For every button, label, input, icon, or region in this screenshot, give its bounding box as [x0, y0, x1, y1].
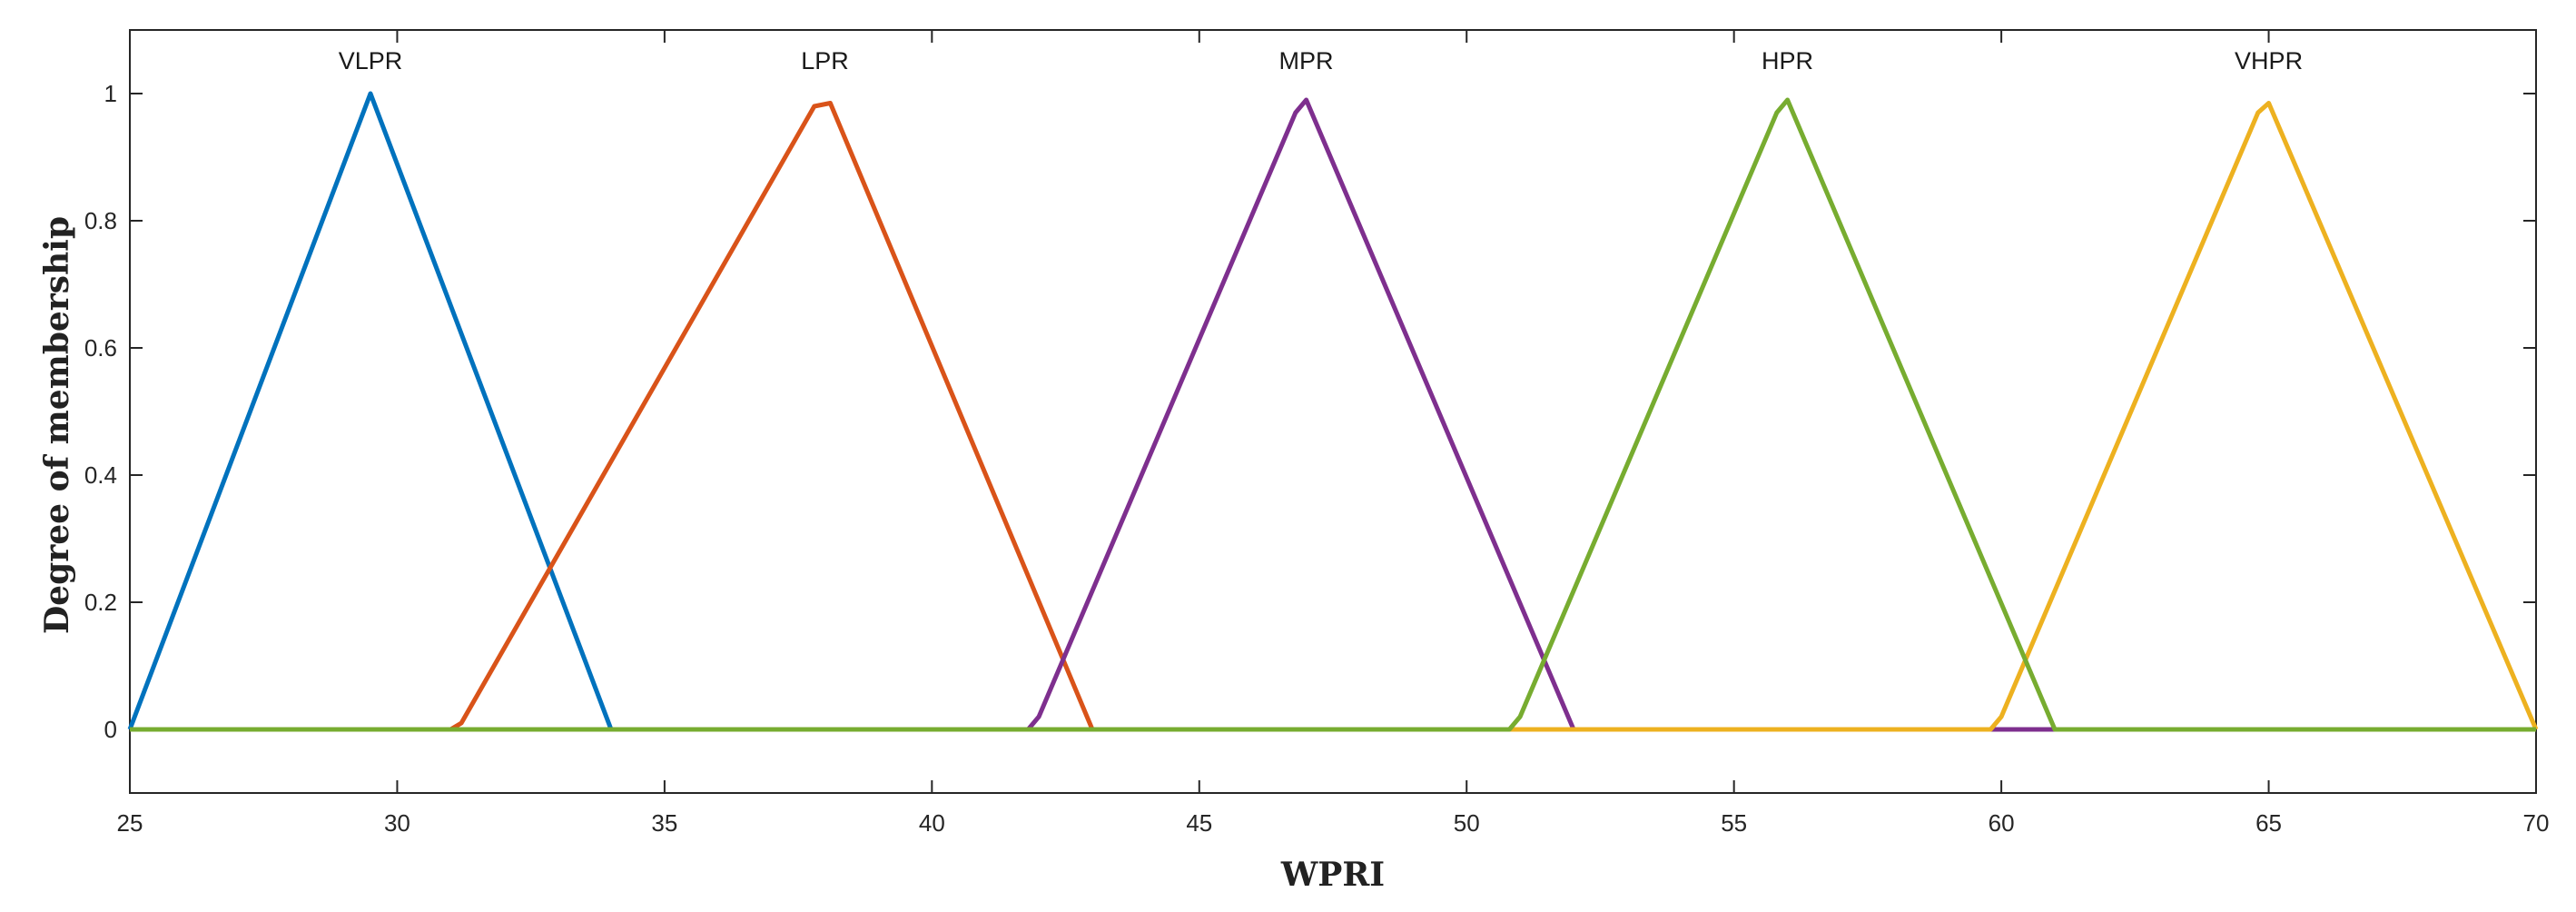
y-tick-label: 0.8 — [84, 207, 117, 234]
series-line-vhpr — [130, 101, 2539, 732]
x-tick-label: 65 — [2255, 809, 2282, 837]
series-label-mpr: MPR — [1279, 47, 1334, 74]
y-tick-label: 1 — [104, 80, 117, 107]
series-label-vhpr: VHPR — [2235, 47, 2303, 74]
y-tick-label: 0 — [104, 716, 117, 743]
x-tick-label: 60 — [1989, 809, 2015, 837]
y-tick-label: 0.2 — [84, 589, 117, 616]
series-label-hpr: HPR — [1762, 47, 1813, 74]
x-tick-label: 25 — [117, 809, 143, 837]
y-tick-label: 0.6 — [84, 334, 117, 362]
x-tick-label: 55 — [1721, 809, 1747, 837]
series-label-vlpr: VLPR — [339, 47, 403, 74]
x-tick-label: 30 — [384, 809, 410, 837]
y-tick-label: 0.4 — [84, 461, 117, 489]
series-line-hpr — [130, 97, 2536, 732]
x-tick-label: 40 — [919, 809, 945, 837]
y-axis-title: Degree of membership — [38, 216, 76, 634]
x-tick-label: 70 — [2523, 809, 2550, 837]
axis-ticks: 25 30 35 40 45 50 55 60 65 70 0 0.2 0.4 0.6 0.8 1 — [84, 30, 2550, 837]
x-axis-title: WPRI — [1280, 856, 1385, 894]
x-tick-label: 35 — [651, 809, 677, 837]
x-tick-label: 50 — [1454, 809, 1480, 837]
series-lines — [127, 91, 2539, 732]
x-tick-label: 45 — [1186, 809, 1212, 837]
series-label-lpr: LPR — [801, 47, 849, 74]
series-labels: VLPR LPR MPR VHPR HPR — [339, 47, 2303, 74]
